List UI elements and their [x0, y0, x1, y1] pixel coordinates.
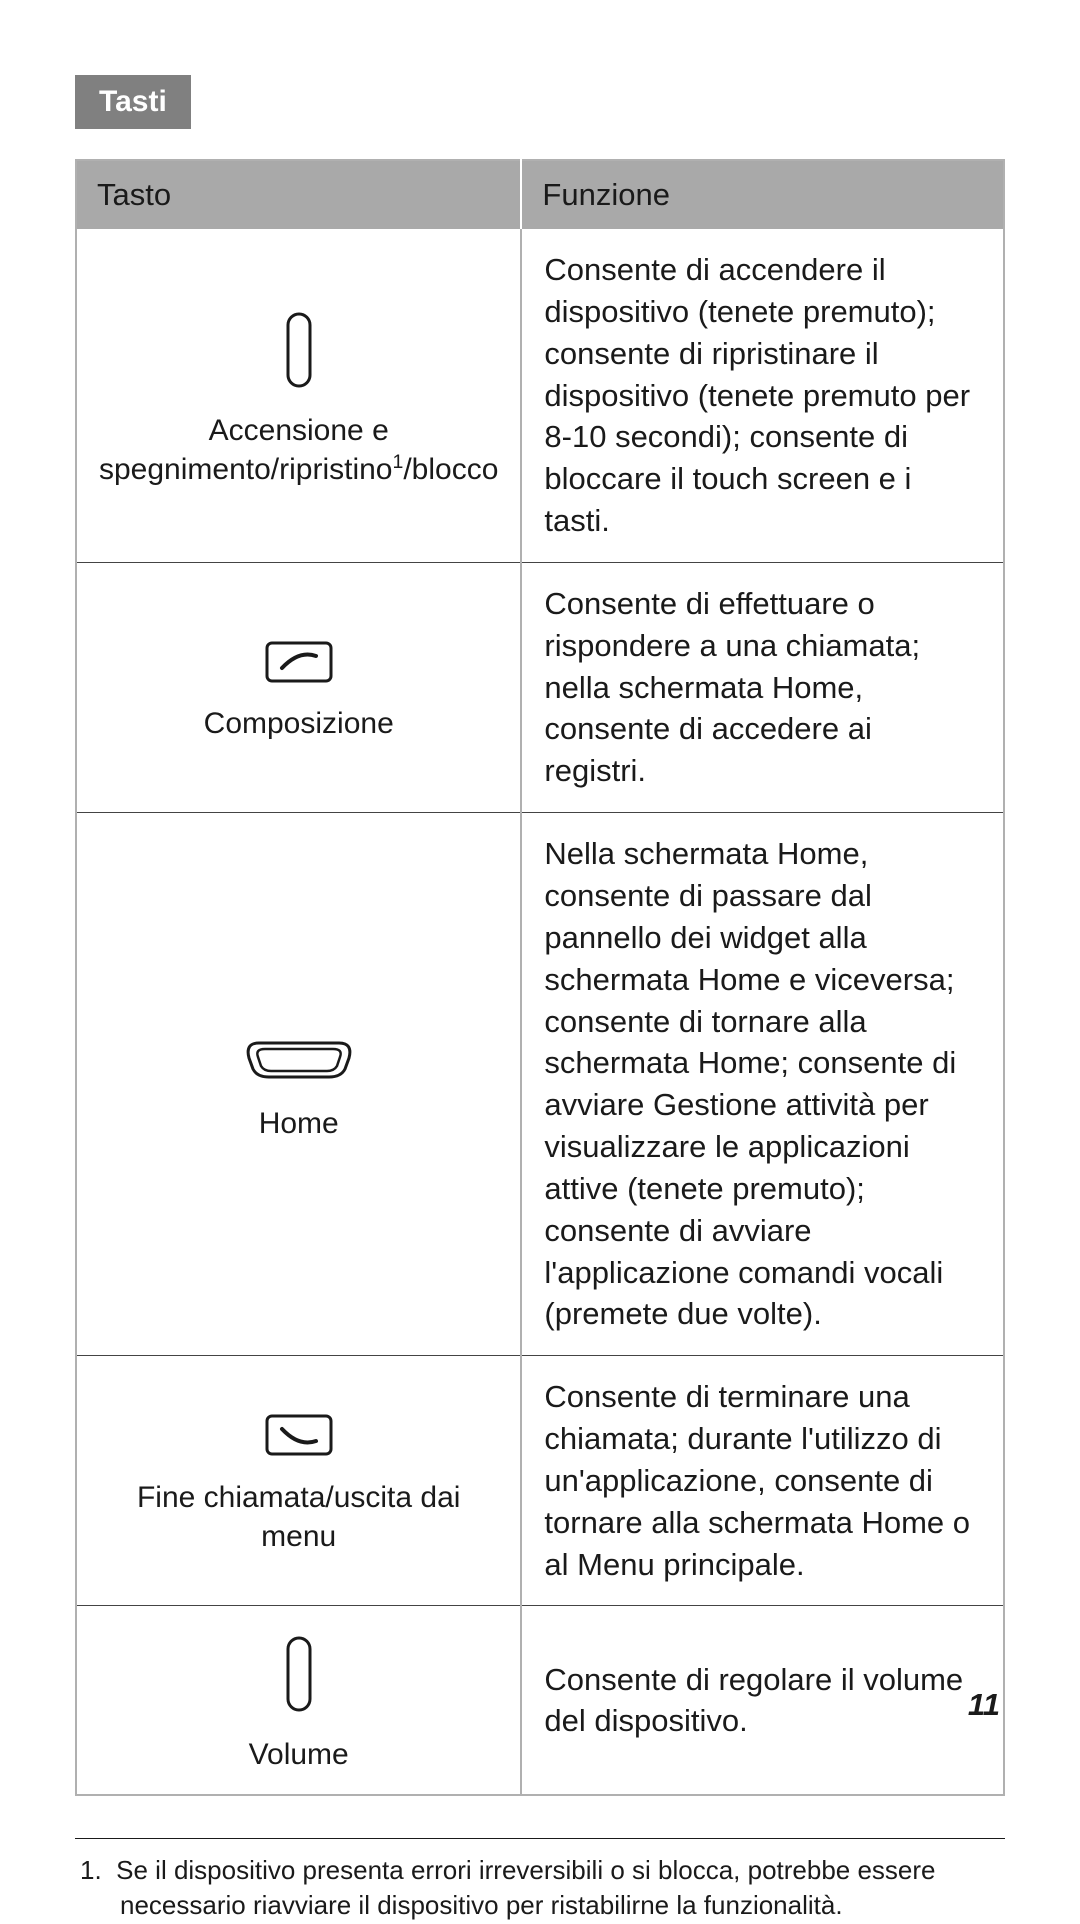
key-function: Consente di terminare una chiamata; dura…	[521, 1356, 1004, 1606]
key-function: Nella schermata Home, consente di passar…	[521, 813, 1004, 1356]
section-heading-tab: Tasti	[75, 75, 191, 129]
footnote-text: 1. Se il dispositivo presenta errori irr…	[75, 1853, 1005, 1923]
table-header-function: Funzione	[521, 160, 1004, 229]
home-key-icon	[99, 1033, 498, 1094]
key-label: Fine chiamata/uscita dai menu	[99, 1478, 498, 1556]
table-row: Accensione e spegnimento/ripristino1/blo…	[76, 229, 1004, 562]
key-function: Consente di accendere il dispositivo (te…	[521, 229, 1004, 562]
volume-key-icon	[99, 1634, 498, 1725]
page-number: 11	[968, 1687, 1000, 1723]
key-label: Home	[99, 1104, 498, 1143]
table-row: Fine chiamata/uscita dai menu Consente d…	[76, 1356, 1004, 1606]
footnote-divider	[75, 1838, 1005, 1839]
dial-key-icon	[99, 640, 498, 695]
table-header-key: Tasto	[76, 160, 521, 229]
keys-table: Tasto Funzione Accensione e spegnimento/…	[75, 159, 1005, 1796]
table-row: Composizione Consente di effettuare o ri…	[76, 562, 1004, 812]
table-row: Volume Consente di regolare il volume de…	[76, 1606, 1004, 1795]
key-function: Consente di effettuare o rispondere a un…	[521, 562, 1004, 812]
key-label: Volume	[99, 1735, 498, 1774]
end-call-key-icon	[99, 1413, 498, 1468]
key-function: Consente di regolare il volume del dispo…	[521, 1606, 1004, 1795]
power-key-icon	[99, 310, 498, 401]
key-label: Composizione	[99, 704, 498, 743]
table-row: Home Nella schermata Home, consente di p…	[76, 813, 1004, 1356]
key-label: Accensione e spegnimento/ripristino1/blo…	[99, 411, 498, 489]
